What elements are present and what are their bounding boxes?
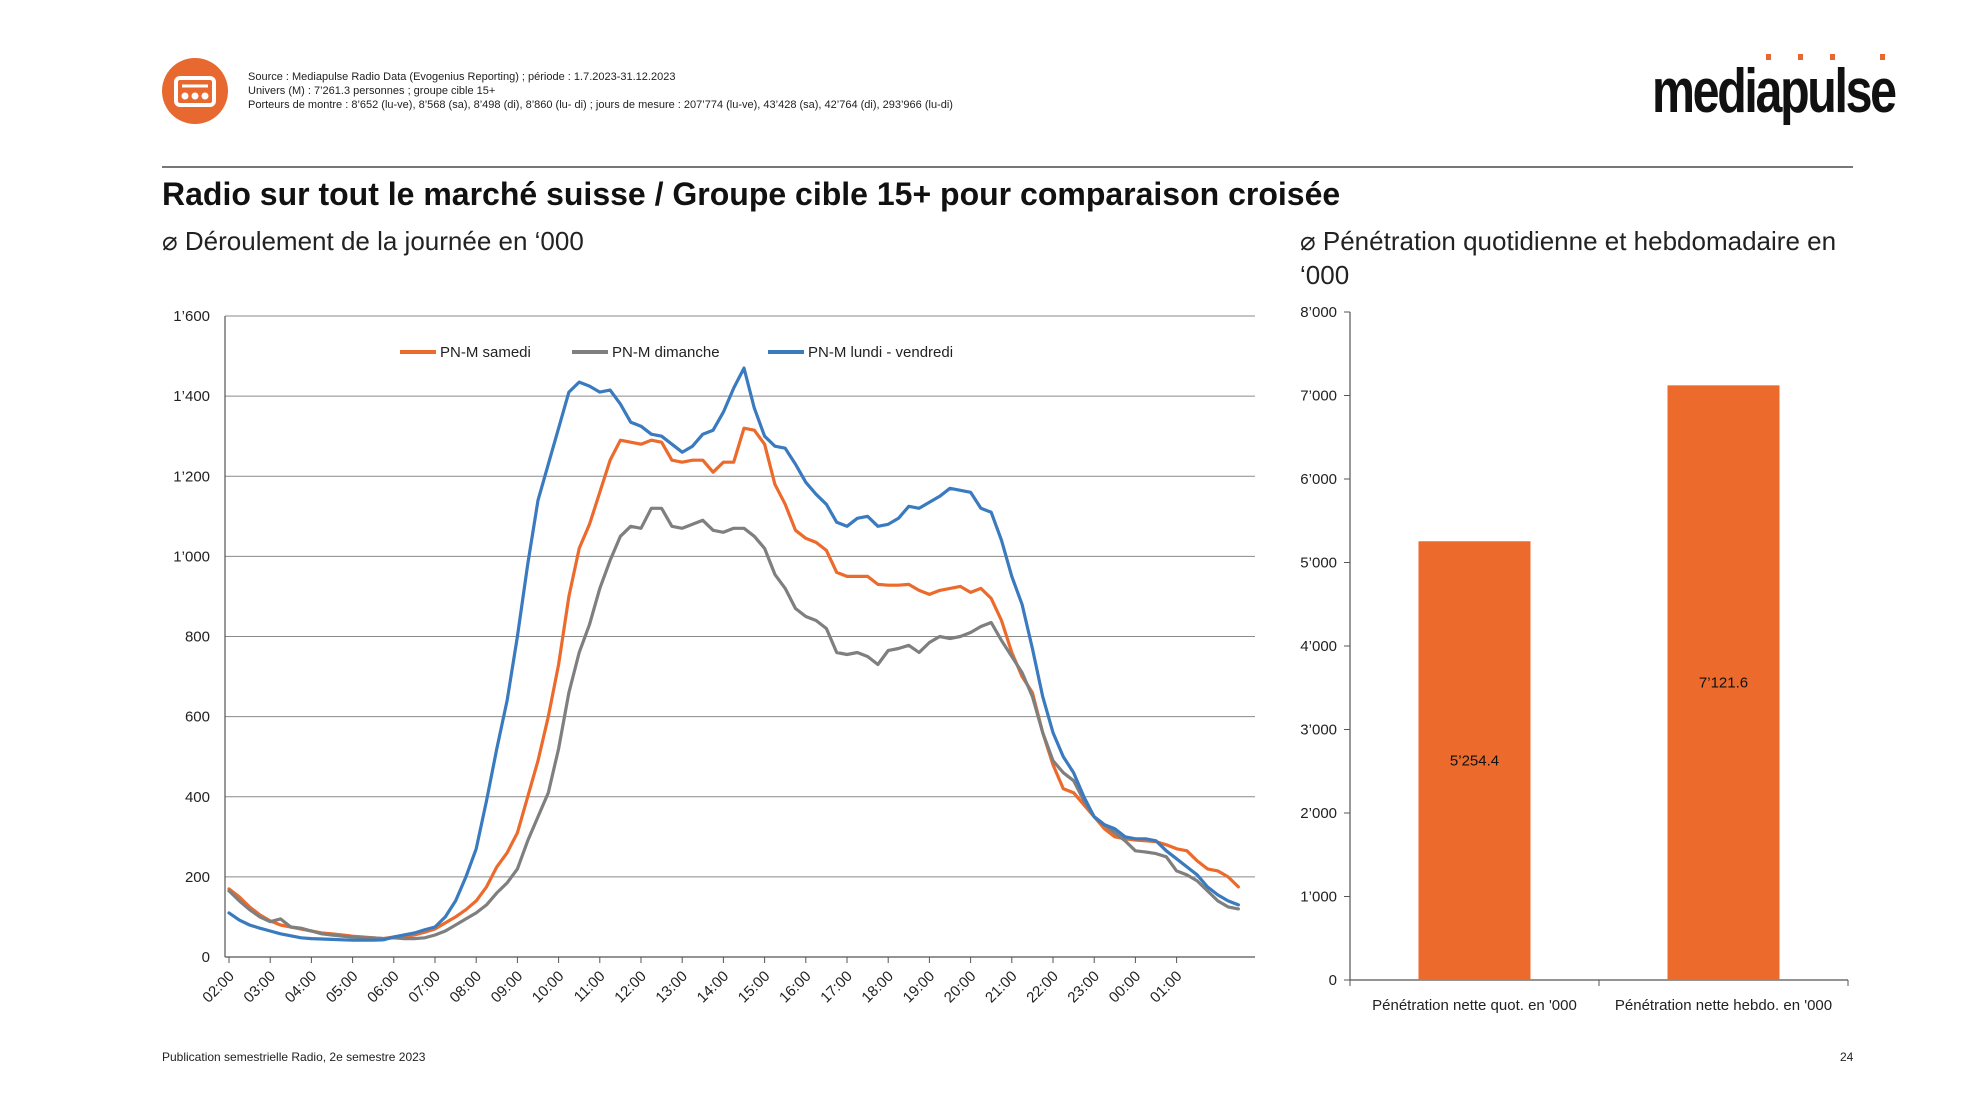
line-chart-ytick-label: 400 xyxy=(185,789,210,806)
bar-chart-ytick-label: 7’000 xyxy=(1300,388,1337,405)
source-notes: Source : Mediapulse Radio Data (Evogeniu… xyxy=(248,70,953,112)
line-chart-xtick-label: 18:00 xyxy=(858,968,897,1007)
line-chart-xtick-label: 07:00 xyxy=(405,968,444,1007)
bar-chart-ytick-label: 1’000 xyxy=(1300,889,1337,906)
line-chart-xtick-label: 21:00 xyxy=(982,968,1021,1007)
bar-daily xyxy=(1418,541,1531,980)
bar-chart-ytick-label: 4’000 xyxy=(1300,638,1337,655)
bar-chart-ytick-label: 5’000 xyxy=(1300,555,1337,572)
line-chart-xtick-label: 23:00 xyxy=(1064,968,1103,1007)
line-chart-xtick-label: 16:00 xyxy=(776,968,815,1007)
bar-category-label: Pénétration nette quot. en '000 xyxy=(1372,997,1577,1014)
line-chart-xtick-label: 11:00 xyxy=(571,968,609,1006)
line-chart-xtick-label: 08:00 xyxy=(446,968,485,1007)
line-chart-xtick-label: 17:00 xyxy=(817,968,856,1007)
panel-line: Porteurs de montre : 8’652 (lu-ve), 8’56… xyxy=(248,99,953,111)
line-chart-xtick-label: 20:00 xyxy=(941,968,980,1007)
line-chart-ytick-label: 800 xyxy=(185,629,210,646)
line-chart-xtick-label: 06:00 xyxy=(364,968,403,1007)
line-chart-xtick-label: 19:00 xyxy=(900,968,939,1007)
bar-chart-ytick-label: 2’000 xyxy=(1300,805,1337,822)
publication-footer: Publication semestrielle Radio, 2e semes… xyxy=(162,1050,426,1064)
logo-dots-icon xyxy=(1766,54,1885,60)
line-chart-xtick-label: 01:00 xyxy=(1147,968,1186,1007)
bar-value-label: 7’121.6 xyxy=(1699,675,1748,692)
bar-chart-ytick-label: 3’000 xyxy=(1300,722,1337,739)
bar-chart-ytick-label: 6’000 xyxy=(1300,471,1337,488)
line-chart-ytick-label: 1’400 xyxy=(173,388,210,405)
line-chart-xtick-label: 00:00 xyxy=(1106,968,1145,1007)
radio-icon xyxy=(162,58,228,124)
series-line-samedi xyxy=(227,426,1240,941)
line-chart-ytick-label: 0 xyxy=(202,949,210,966)
legend-label-dimanche: PN-M dimanche xyxy=(612,344,720,361)
line-chart-xtick-label: 12:00 xyxy=(611,968,650,1007)
line-chart-xtick-label: 02:00 xyxy=(199,968,238,1007)
line-chart-ytick-label: 1’600 xyxy=(173,308,210,325)
legend-label-samedi: PN-M samedi xyxy=(440,344,531,361)
page-title: Radio sur tout le marché suisse / Groupe… xyxy=(162,176,1341,212)
bar-value-label: 5’254.4 xyxy=(1450,753,1499,770)
page-number: 24 xyxy=(1840,1050,1854,1064)
legend-label-lundi-vendredi: PN-M lundi - vendredi xyxy=(808,344,953,361)
line-chart-xtick-label: 14:00 xyxy=(694,968,733,1007)
line-chart-xtick-label: 04:00 xyxy=(282,968,321,1007)
bar-chart-ytick-label: 8’000 xyxy=(1300,304,1337,321)
left-chart-subtitle: ⌀ Déroulement de la journée en ‘000 xyxy=(162,226,584,256)
header-divider xyxy=(162,166,1853,168)
line-chart-ytick-label: 1’000 xyxy=(173,548,210,565)
bar-category-label: Pénétration nette hebdo. en '000 xyxy=(1615,997,1832,1014)
line-chart-xtick-label: 05:00 xyxy=(323,968,362,1007)
line-chart-ytick-label: 600 xyxy=(185,709,210,726)
bar-chart-ytick-label: 0 xyxy=(1329,972,1337,989)
line-chart-xtick-label: 10:00 xyxy=(529,968,568,1007)
line-chart-xtick-label: 15:00 xyxy=(735,968,774,1007)
source-line: Source : Mediapulse Radio Data (Evogeniu… xyxy=(248,71,676,83)
line-chart-xtick-label: 22:00 xyxy=(1023,968,1062,1007)
universe-line: Univers (M) : 7’261.3 personnes ; groupe… xyxy=(248,85,496,97)
bar-weekly xyxy=(1667,385,1780,980)
right-chart-subtitle: ⌀ Pénétration quotidienne et hebdomadair… xyxy=(1300,226,1837,290)
line-chart-xtick-label: 13:00 xyxy=(652,968,691,1007)
series-line-dimanche xyxy=(227,506,1240,941)
line-chart-ytick-label: 200 xyxy=(185,869,210,886)
line-chart-xtick-label: 09:00 xyxy=(488,968,527,1007)
line-chart-ytick-label: 1’200 xyxy=(173,468,210,485)
series-line-lundi-vendredi xyxy=(227,366,1240,942)
mediapulse-logo: mediapulse xyxy=(1652,48,1897,128)
line-chart-xtick-label: 03:00 xyxy=(240,968,279,1007)
logo-text: mediapulse xyxy=(1652,57,1897,126)
